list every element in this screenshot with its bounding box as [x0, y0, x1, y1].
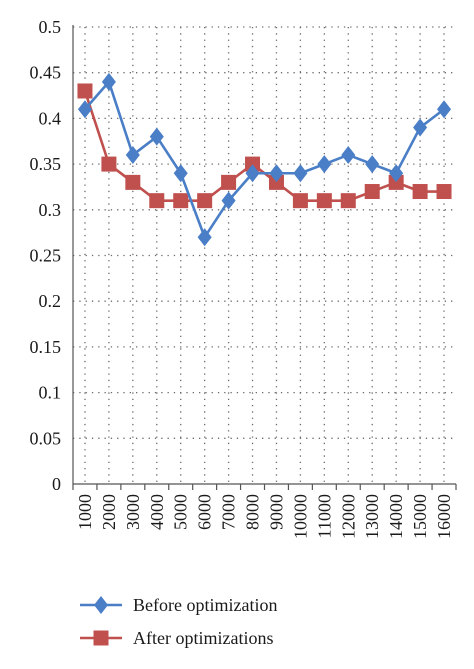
- x-tick-label: 12000: [338, 494, 358, 539]
- y-tick-label: 0.2: [39, 291, 62, 311]
- legend-item-before: Before optimization: [80, 595, 277, 615]
- data-point: [268, 174, 284, 190]
- y-tick-label: 0.25: [30, 246, 62, 266]
- x-tick-label: 4000: [147, 494, 167, 530]
- data-point: [197, 193, 213, 209]
- data-point: [77, 83, 93, 99]
- data-point: [412, 184, 428, 200]
- series-after: [77, 83, 452, 209]
- data-point: [293, 164, 308, 183]
- x-tick-label: 10000: [290, 494, 310, 539]
- series-line: [83, 80, 445, 239]
- data-point: [221, 191, 236, 210]
- data-point: [173, 193, 189, 209]
- x-tick-label: 7000: [219, 494, 239, 530]
- data-point: [149, 127, 164, 146]
- y-tick-label: 0.3: [39, 200, 62, 220]
- y-tick-label: 0.45: [30, 63, 62, 83]
- x-tick-label: 16000: [434, 494, 454, 539]
- data-point: [125, 145, 140, 164]
- y-tick-label: 0.4: [39, 108, 62, 128]
- legend: Before optimization After optimizations: [80, 595, 277, 648]
- x-tick-label: 3000: [123, 494, 143, 530]
- y-tick-label: 0.5: [39, 17, 62, 37]
- x-tick-label: 1000: [75, 494, 95, 530]
- legend-item-after: After optimizations: [80, 628, 273, 648]
- x-tick-label: 14000: [386, 494, 406, 539]
- x-axis-ticks: 1000 2000 3000 4000 5000 6000 7000 8000 9000 1000…: [75, 494, 454, 539]
- data-point: [388, 174, 404, 190]
- data-point: [125, 174, 141, 190]
- x-tick-label: 15000: [410, 494, 430, 539]
- y-tick-label: 0: [52, 474, 61, 494]
- data-point: [269, 164, 284, 183]
- data-point: [292, 193, 308, 209]
- legend-marker-shape: [93, 630, 109, 646]
- y-tick-label: 0.05: [30, 428, 62, 448]
- data-point: [389, 164, 404, 183]
- data-point: [317, 155, 332, 174]
- data-point: [365, 155, 380, 174]
- axes: [72, 25, 457, 490]
- legend-label-after: After optimizations: [133, 628, 273, 648]
- data-point: [149, 193, 165, 209]
- data-point: [221, 174, 237, 190]
- legend-marker-shape: [93, 596, 109, 614]
- y-tick-label: 0.15: [30, 337, 62, 357]
- data-point: [316, 193, 332, 209]
- data-point: [340, 193, 356, 209]
- legend-label-before: Before optimization: [133, 595, 277, 615]
- y-axis-ticks: 0 0.05 0.1 0.15 0.2 0.25 0.3 0.35 0.4 0.45 0.5: [30, 17, 62, 494]
- x-tick-label: 2000: [99, 494, 119, 530]
- data-point: [436, 184, 452, 200]
- data-point: [364, 184, 380, 200]
- series-group: [77, 72, 452, 247]
- x-tick-label: 5000: [171, 494, 191, 530]
- data-point: [413, 118, 428, 137]
- data-point: [245, 156, 261, 172]
- data-point: [101, 72, 116, 91]
- data-point: [101, 156, 117, 172]
- x-tick-label: 9000: [266, 494, 286, 530]
- x-tick-label: 6000: [195, 494, 215, 530]
- data-point: [245, 164, 260, 183]
- data-point: [341, 145, 356, 164]
- grid-lines: [73, 26, 456, 484]
- series-before: [77, 72, 452, 247]
- legend-marker-after: [93, 630, 109, 646]
- y-tick-label: 0.1: [39, 383, 62, 403]
- data-point: [173, 164, 188, 183]
- data-point: [197, 228, 212, 247]
- x-tick-label: 11000: [314, 494, 334, 538]
- legend-marker-before: [93, 596, 109, 614]
- data-point: [437, 100, 452, 119]
- x-tick-label: 13000: [362, 494, 382, 539]
- data-point: [77, 100, 92, 119]
- y-tick-label: 0.35: [30, 154, 62, 174]
- x-tick-label: 8000: [243, 494, 263, 530]
